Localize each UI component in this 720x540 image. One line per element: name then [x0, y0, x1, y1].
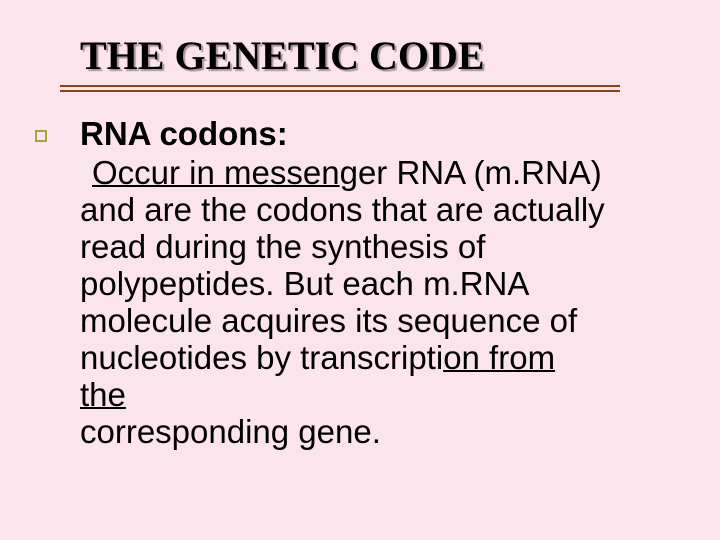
body-seg1-underlined: Occur in messen — [92, 154, 340, 191]
subheading: RNA codons: — [80, 115, 610, 153]
page-title: THE GENETIC CODE — [80, 32, 660, 79]
rule-bottom — [60, 90, 620, 92]
bullet-square-icon — [35, 130, 47, 142]
slide: THE GENETIC CODE RNA codons: Occur in me… — [0, 0, 720, 540]
body-paragraph: Occur in messenger RNA (m.RNA) and are t… — [80, 155, 610, 451]
rule-top — [60, 85, 620, 87]
body-seg4: corresponding gene. — [80, 413, 381, 450]
title-underline — [60, 85, 620, 93]
content-block: RNA codons: Occur in messenger RNA (m.RN… — [80, 115, 610, 451]
